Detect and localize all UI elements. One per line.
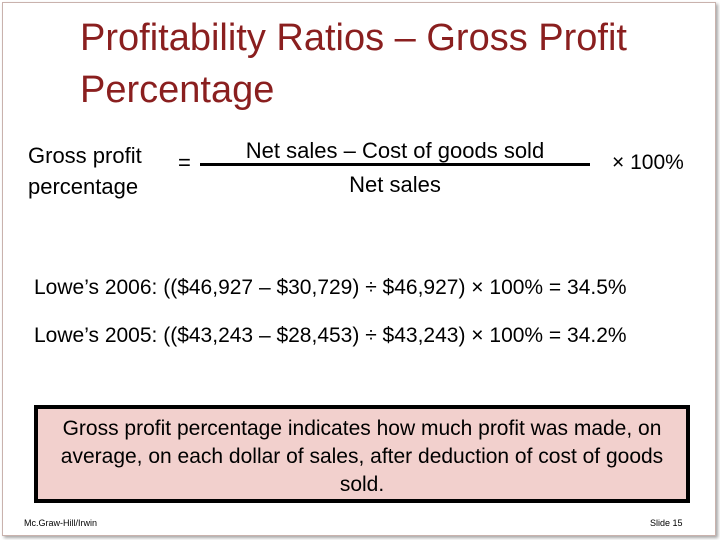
- explanation-box: Gross profit percentage indicates how mu…: [34, 405, 690, 503]
- formula-left-label: Gross profit percentage: [28, 140, 142, 202]
- formula-left-line1: Gross profit: [28, 143, 142, 168]
- formula-numerator: Net sales – Cost of goods sold: [245, 138, 545, 163]
- fraction-bar: [200, 163, 590, 166]
- formula-left-line2: percentage: [28, 174, 139, 199]
- formula-multiplier: × 100%: [612, 151, 684, 174]
- formula-equals: =: [178, 150, 191, 175]
- explanation-text: Gross profit percentage indicates how mu…: [60, 417, 664, 496]
- slide-title: Profitability Ratios – Gross Profit Perc…: [80, 17, 627, 111]
- example-2005: Lowe’s 2005: (($43,243 – $28,453) ÷ $43,…: [34, 324, 627, 347]
- slide-number: Slide 15: [650, 518, 683, 528]
- formula: Gross profit percentage = Net sales – Co…: [0, 0, 720, 220]
- formula-denominator: Net sales: [349, 172, 441, 197]
- example-2006: Lowe’s 2006: (($46,927 – $30,729) ÷ $46,…: [34, 276, 627, 299]
- publisher-footer: Mc.Graw-Hill/Irwin: [24, 518, 97, 528]
